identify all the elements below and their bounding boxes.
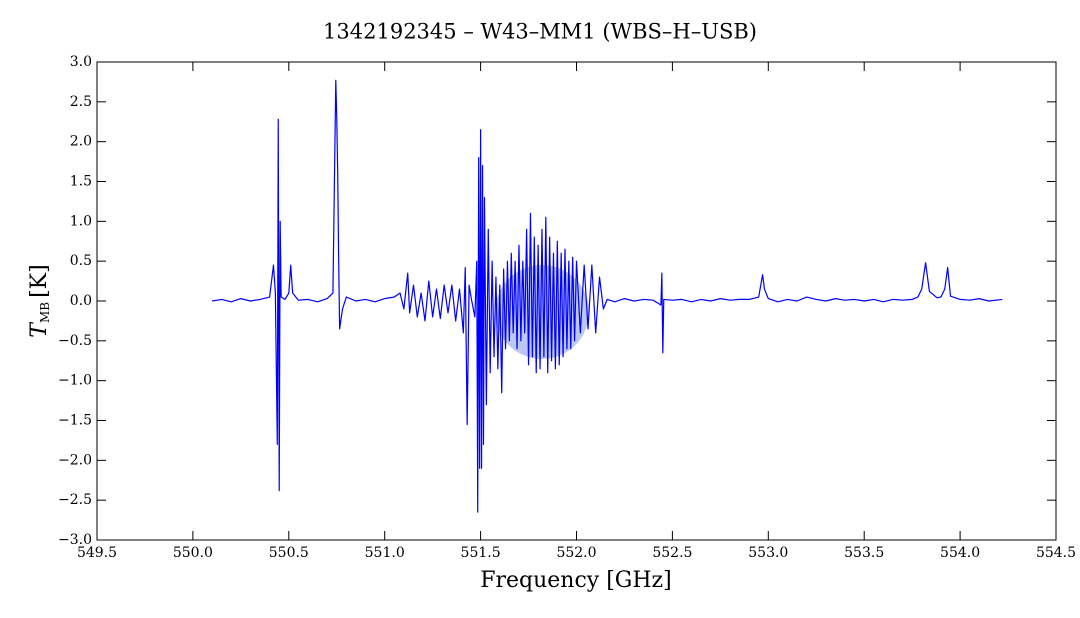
y-tick-label: 3.0 [70, 54, 92, 70]
chart-title: 1342192345 – W43–MM1 (WBS–H–USB) [323, 20, 757, 44]
y-axis-symbol: T [27, 321, 52, 338]
x-axis-label: Frequency [GHz] [480, 568, 672, 593]
x-tick-label: 550.0 [173, 545, 213, 561]
y-tick-label: 0.0 [70, 293, 92, 309]
x-tick-label: 551.5 [461, 545, 501, 561]
spectrum-line [211, 79, 1003, 513]
y-tick-label: −1.5 [58, 413, 92, 429]
y-axis-unit: [K] [27, 264, 52, 298]
y-tick-label: −2.5 [58, 492, 92, 508]
x-tick-label: 554.0 [940, 545, 980, 561]
y-tick-label: −3.0 [58, 532, 92, 548]
y-tick-label: −0.5 [58, 333, 92, 349]
y-tick-label: 1.0 [70, 213, 92, 229]
y-axis-label: TMB [K] [27, 264, 52, 337]
x-tick-label: 552.5 [652, 545, 692, 561]
y-axis-subscript: MB [38, 302, 52, 323]
x-tick-label: 553.5 [844, 545, 884, 561]
x-tick-label: 554.5 [1036, 545, 1076, 561]
y-tick-label: −1.0 [58, 373, 92, 389]
y-tick-label: 1.5 [70, 174, 92, 190]
y-tick-label: 2.0 [70, 134, 92, 150]
x-tick-label: 550.5 [269, 545, 309, 561]
y-tick-label: 0.5 [70, 253, 92, 269]
x-tick-label: 549.5 [77, 545, 117, 561]
x-tick-label: 552.0 [556, 545, 596, 561]
x-tick-label: 551.0 [365, 545, 405, 561]
x-tick-label: 553.0 [748, 545, 788, 561]
y-tick-label: −2.0 [58, 452, 92, 468]
y-tick-label: 2.5 [70, 94, 92, 110]
